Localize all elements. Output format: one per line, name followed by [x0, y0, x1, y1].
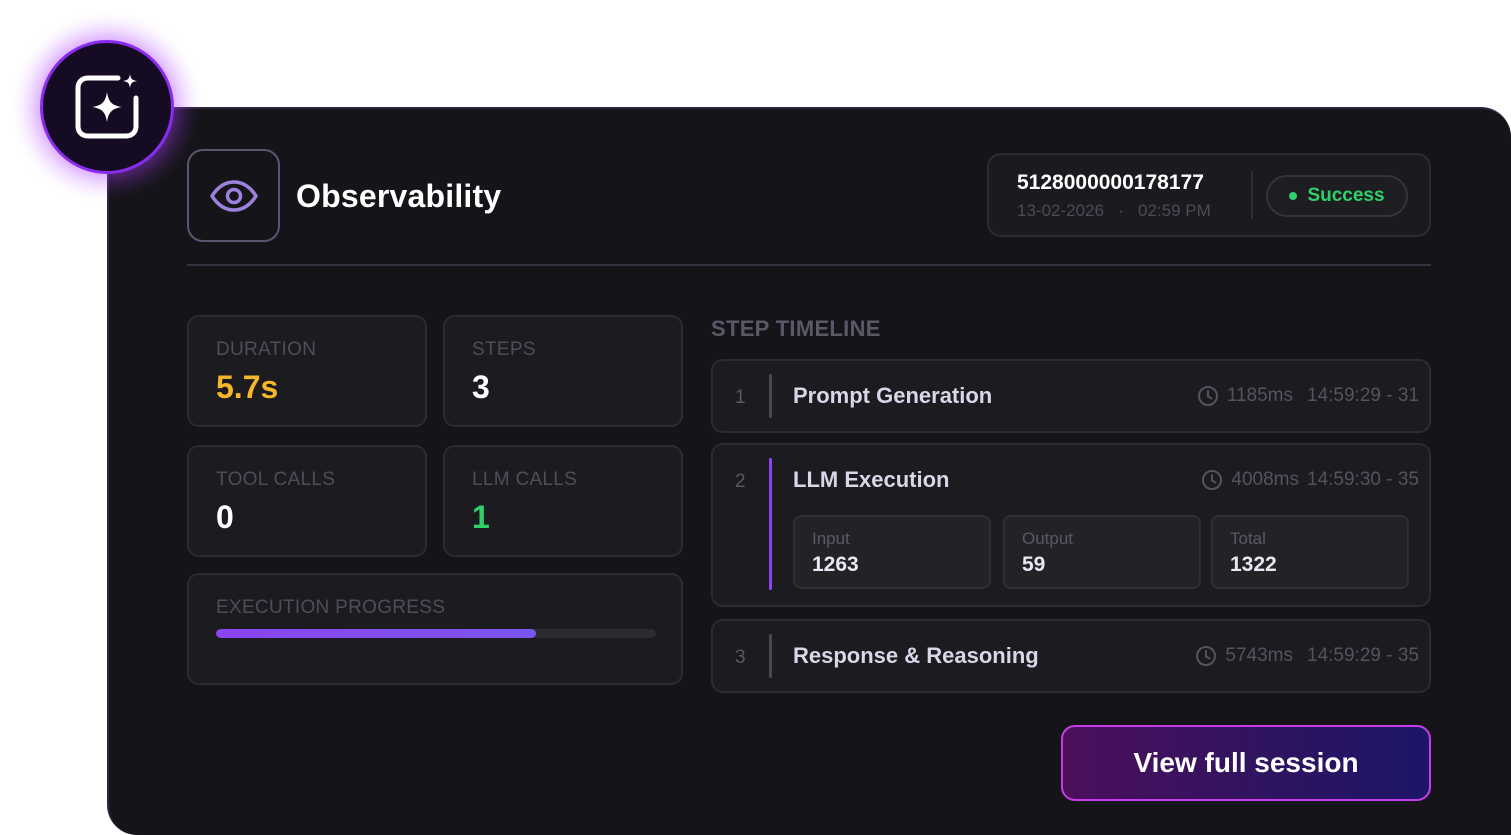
step-time-range: 14:59:29 - 31: [1307, 385, 1419, 406]
token-value: 59: [1022, 553, 1046, 576]
page-title: Observability: [296, 178, 502, 214]
stat-label: STEPS: [472, 339, 536, 360]
execution-progress: EXECUTION PROGRESS: [187, 573, 683, 685]
step-number: 2: [735, 471, 746, 492]
clock-icon: [1197, 386, 1218, 406]
sparkle-icon: [75, 74, 139, 139]
token-label: Total: [1230, 529, 1266, 548]
step-number: 1: [735, 387, 746, 408]
timeline-step[interactable]: 2 LLM Execution 4008ms 14:59:30 - 35 Inp…: [711, 443, 1431, 607]
timeline-step[interactable]: 3 Response & Reasoning 5743ms 14:59:29 -…: [711, 619, 1431, 693]
view-full-session-button[interactable]: View full session: [1061, 725, 1431, 801]
stat-tool-calls: TOOL CALLS 0: [187, 445, 427, 557]
step-duration: 5743ms: [1225, 645, 1294, 666]
logo-box: [187, 149, 280, 242]
progress-fill: [216, 629, 536, 638]
stat-label: DURATION: [216, 339, 317, 360]
timestamp-separator: ·: [1118, 201, 1124, 220]
status-badge: Success: [1266, 175, 1408, 217]
token-label: Output: [1022, 529, 1074, 548]
step-name: Response & Reasoning: [793, 643, 1039, 668]
session-date: 13-02-2026: [1017, 201, 1104, 220]
status-dot-icon: [1289, 192, 1298, 200]
token-input: Input 1263: [793, 515, 991, 589]
stat-llm-calls: LLM CALLS 1: [443, 445, 683, 557]
session-time: 02:59 PM: [1137, 201, 1211, 220]
step-time-range: 14:59:30 - 35: [1307, 469, 1419, 490]
progress-label: EXECUTION PROGRESS: [216, 597, 446, 618]
session-info: 5128000000178177 13-02-2026 · 02:59 PM S…: [987, 153, 1431, 237]
stat-value: 1: [472, 499, 490, 535]
ai-badge: [40, 40, 174, 174]
step-bar-active: [769, 458, 772, 590]
step-time-range: 14:59:29 - 35: [1307, 645, 1419, 666]
step-duration: 1185ms: [1226, 385, 1294, 406]
session-timestamp: 13-02-2026 · 02:59 PM: [1017, 201, 1211, 221]
token-total: Total 1322: [1211, 515, 1409, 589]
stat-steps: STEPS 3: [443, 315, 683, 427]
step-number: 3: [735, 647, 746, 668]
step-name: Prompt Generation: [793, 383, 993, 408]
stat-label: LLM CALLS: [472, 469, 578, 490]
progress-track: [216, 629, 656, 638]
step-meta: 1185ms 14:59:29 - 31: [1197, 385, 1419, 407]
step-name: LLM Execution: [793, 467, 950, 492]
step-duration: 4008ms: [1231, 469, 1300, 490]
timeline-heading: STEP TIMELINE: [711, 316, 881, 341]
token-value: 1322: [1230, 553, 1277, 576]
token-label: Input: [812, 529, 850, 548]
token-output: Output 59: [1003, 515, 1201, 589]
session-id: 5128000000178177: [1017, 171, 1204, 194]
timeline-step[interactable]: 1 Prompt Generation 1185ms 14:59:29 - 31: [711, 359, 1431, 433]
step-bar: [769, 634, 772, 678]
token-value: 1263: [812, 553, 859, 576]
header-divider: [187, 264, 1431, 266]
step-meta: 4008ms 14:59:30 - 35: [1201, 469, 1419, 491]
step-meta: 5743ms 14:59:29 - 35: [1195, 645, 1419, 667]
clock-icon: [1202, 470, 1223, 490]
eye-icon: [209, 179, 258, 212]
stat-value: 3: [472, 369, 490, 405]
stat-duration: DURATION 5.7s: [187, 315, 427, 427]
status-label: Success: [1307, 185, 1385, 206]
step-bar: [769, 374, 772, 418]
stat-value: 5.7s: [216, 369, 279, 405]
clock-icon: [1196, 646, 1217, 666]
stat-label: TOOL CALLS: [216, 469, 336, 490]
stat-value: 0: [216, 499, 234, 535]
session-divider: [1251, 171, 1253, 219]
